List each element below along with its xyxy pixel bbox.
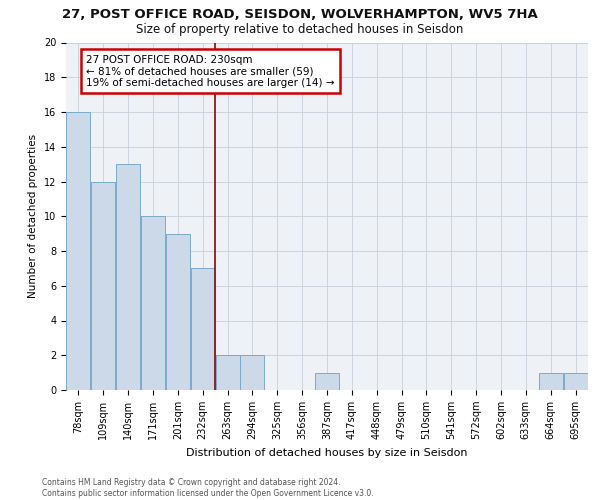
Text: Size of property relative to detached houses in Seisdon: Size of property relative to detached ho… (136, 22, 464, 36)
Text: 27, POST OFFICE ROAD, SEISDON, WOLVERHAMPTON, WV5 7HA: 27, POST OFFICE ROAD, SEISDON, WOLVERHAM… (62, 8, 538, 20)
Bar (91, 182, 115, 390)
Text: 27 POST OFFICE ROAD: 230sqm
← 81% of detached houses are smaller (59)
19% of sem: 27 POST OFFICE ROAD: 230sqm ← 81% of det… (86, 54, 334, 88)
Bar (141, 216, 165, 390)
Bar (67, 112, 91, 390)
Bar (116, 164, 140, 390)
Bar (191, 268, 215, 390)
Bar (215, 355, 239, 390)
Bar (539, 372, 563, 390)
Bar (315, 372, 339, 390)
Bar (241, 355, 265, 390)
X-axis label: Distribution of detached houses by size in Seisdon: Distribution of detached houses by size … (186, 448, 468, 458)
Text: Contains HM Land Registry data © Crown copyright and database right 2024.
Contai: Contains HM Land Registry data © Crown c… (42, 478, 374, 498)
Bar (166, 234, 190, 390)
Y-axis label: Number of detached properties: Number of detached properties (28, 134, 38, 298)
Bar (563, 372, 587, 390)
